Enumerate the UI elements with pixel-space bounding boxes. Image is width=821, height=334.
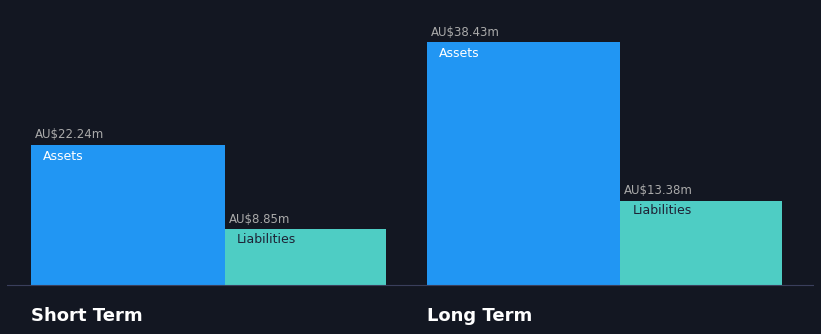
Bar [225,229,387,285]
Bar [621,201,782,285]
Text: AU$38.43m: AU$38.43m [431,26,499,39]
Bar [427,42,621,285]
Text: Short Term: Short Term [31,307,143,325]
Text: Assets: Assets [438,47,479,60]
Text: AU$8.85m: AU$8.85m [229,213,291,226]
Text: Assets: Assets [44,150,84,163]
Bar [31,145,225,285]
Text: Long Term: Long Term [427,307,532,325]
Text: AU$13.38m: AU$13.38m [625,184,693,197]
Text: AU$22.24m: AU$22.24m [35,129,104,141]
Text: Liabilities: Liabilities [237,233,296,246]
Text: Liabilities: Liabilities [632,204,692,217]
